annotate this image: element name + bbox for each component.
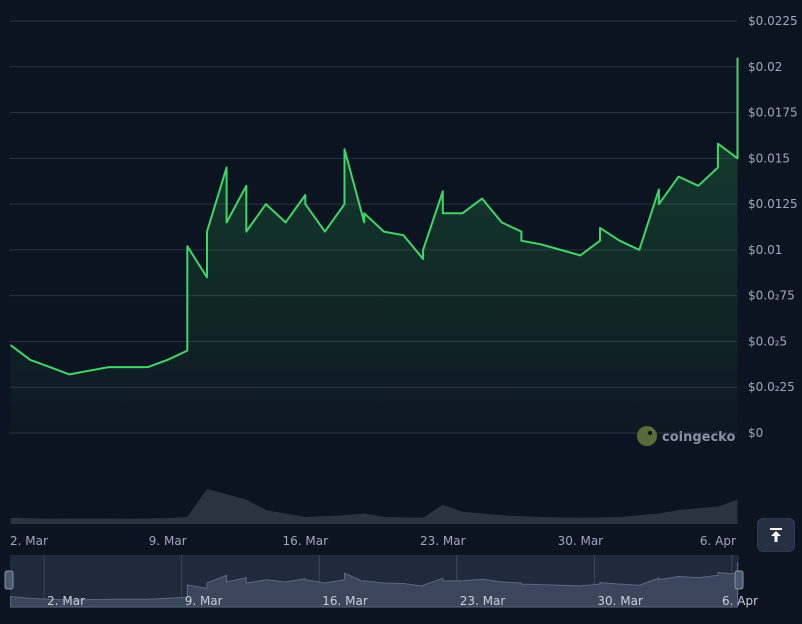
y-tick-label: $0.0₂75 [748, 289, 795, 303]
price-area-fill [10, 57, 738, 433]
coingecko-logo-icon [637, 426, 657, 446]
y-tick-label: $0.0125 [748, 197, 798, 211]
volume-bars [10, 489, 738, 524]
y-tick-label: $0.0175 [748, 106, 798, 120]
x-tick-label: 9. Mar [149, 534, 187, 548]
navigator-left-handle[interactable] [4, 570, 14, 590]
scroll-to-top-button[interactable] [757, 518, 795, 552]
x-tick-label: 23. Mar [420, 534, 466, 548]
navigator-tick-label: 16. Mar [322, 594, 368, 608]
navigator-series [10, 562, 738, 608]
y-tick-label: $0.0₂25 [748, 380, 795, 394]
volume-area [10, 489, 738, 524]
y-tick-label: $0 [748, 426, 763, 440]
y-tick-label: $0.0225 [748, 14, 798, 28]
y-tick-label: $0.0₂5 [748, 334, 787, 348]
navigator-right-handle[interactable] [734, 570, 744, 590]
arrow-up-to-line-icon [770, 528, 782, 542]
watermark-text: coingecko [662, 430, 735, 445]
x-tick-label: 16. Mar [282, 534, 328, 548]
price-area [10, 57, 738, 433]
x-tick-label: 6. Apr [700, 534, 736, 548]
y-tick-label: $0.01 [748, 243, 782, 257]
price-series-line [9, 57, 739, 376]
navigator-area [10, 562, 738, 608]
y-tick-label: $0.015 [748, 151, 790, 165]
navigator-tick-label: 23. Mar [460, 594, 506, 608]
navigator-tick-label: 30. Mar [597, 594, 643, 608]
range-navigator[interactable]: 2. Mar 9. Mar 16. Mar 23. Mar 30. Mar 6. Apr [4, 555, 758, 608]
navigator-tick-label: 6. Apr [722, 594, 758, 608]
y-tick-label: $0.02 [748, 60, 782, 74]
navigator-labels: 2. Mar 9. Mar 16. Mar 23. Mar 30. Mar 6. Apr [47, 594, 758, 608]
x-tick-label: 2. Mar [10, 534, 48, 548]
navigator-tick-label: 9. Mar [185, 594, 223, 608]
navigator-tick-label: 2. Mar [47, 594, 85, 608]
x-tick-label: 30. Mar [558, 534, 604, 548]
x-axis-labels: 2. Mar 9. Mar 16. Mar 23. Mar 30. Mar 6. Apr [10, 534, 736, 548]
coingecko-watermark: coingecko [637, 426, 735, 446]
y-axis-labels: $0.0225 $0.02 $0.0175 $0.015 $0.0125 $0.01 $0.… [748, 14, 798, 440]
price-line [9, 57, 739, 376]
